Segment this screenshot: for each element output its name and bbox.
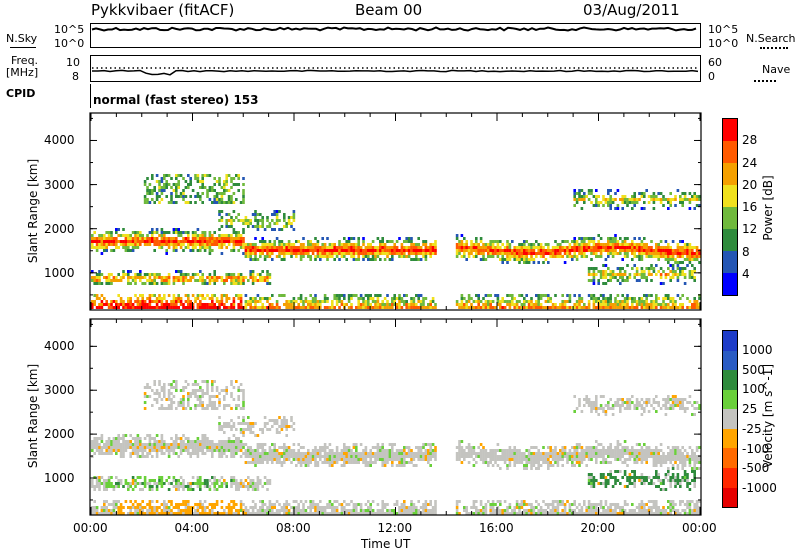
power-colorbar-tick: 8 [742,244,750,259]
date-label: 03/Aug/2011 [583,1,680,19]
velocity-colorbar [722,330,738,508]
time-tick-label: 16:00 [479,521,514,535]
nsky-tick-bottom: 10^0 [54,37,85,50]
power-colorbar-label: Power [dB] [761,175,775,241]
power-colorbar-tick: 4 [742,266,750,281]
velocity-ytick-label: 4000 [44,339,75,354]
power-colorbar-tick: 28 [742,133,758,148]
velocity-colorbar-tick: -500 [742,461,770,476]
nave-tick-top: 60 [708,56,722,69]
freq-unit-label: [MHz] [6,66,39,79]
nsky-label-line [10,47,36,48]
power-ytick-label: 4000 [44,133,75,148]
velocity-plot [89,318,702,516]
power-heatmap [89,112,702,311]
velocity-ytick-label: 3000 [44,383,75,398]
cpid-label: CPID [6,87,36,100]
nave-label: Nave [762,63,791,76]
time-tick-label: 00:00 [682,521,717,535]
nsky-trace [91,26,697,32]
power-ytick-label: 3000 [44,177,75,192]
velocity-colorbar-label: Velocity [m s^-1] [761,363,775,468]
freq-tick-top: 10 [66,56,80,69]
beam-label: Beam 00 [355,1,423,19]
velocity-ylabel: Slant Range [km] [26,363,40,469]
velocity-colorbar-tick: 1000 [742,342,773,357]
cpid-text: normal (fast stereo) 153 [93,93,259,107]
velocity-ytick-label: 2000 [44,427,75,442]
power-colorbar-tick: 16 [742,200,758,214]
nsky-label: N.Sky [6,32,38,45]
power-colorbar-tick: 12 [742,222,758,237]
power-ytick-label: 1000 [44,265,75,280]
nsky-tick-top: 10^5 [54,23,85,36]
power-ytick-label: 2000 [44,221,75,236]
freq-tick-bottom: 8 [72,70,79,83]
velocity-colorbar-tick: 100 [742,382,765,397]
nave-tick-bottom: 0 [708,70,715,83]
time-tick-label: 00:00 [73,521,108,535]
nsearch-tick-bottom: 10^0 [708,37,739,50]
velocity-colorbar-tick: 500 [742,362,765,377]
velocity-ytick-label: 1000 [44,471,75,485]
plot-title: Pykkvibaer (fitACF) [91,1,235,19]
velocity-colorbar-tick: -1000 [742,481,777,496]
time-tick-label: 04:00 [174,521,210,535]
power-colorbar-tick: 20 [742,177,758,192]
nsearch-label: N.Search [746,32,796,45]
velocity-colorbar-tick: -25 [742,421,762,436]
power-ylabel: Slant Range [km] [26,158,40,264]
velocity-heatmap [89,318,702,516]
power-colorbar [722,118,738,296]
velocity-colorbar-tick: -100 [742,441,770,456]
time-tick-label: 08:00 [276,521,311,535]
nsky-panel [90,23,701,48]
time-tick-label: 12:00 [377,521,413,535]
nsearch-dotted-line [760,47,788,49]
freq-label: Freq. [11,54,39,67]
power-colorbar-tick: 24 [742,155,758,170]
freq-panel [90,55,701,82]
velocity-colorbar-tick: 25 [742,402,758,417]
time-tick-label: 20:00 [580,521,616,535]
time-axis-label: Time UT [361,537,411,551]
nsearch-tick-top: 10^5 [708,23,739,36]
nave-dotted-line [754,80,776,82]
cpid-left-tick [90,84,91,108]
power-plot [89,112,702,311]
freq-trace [92,67,699,76]
